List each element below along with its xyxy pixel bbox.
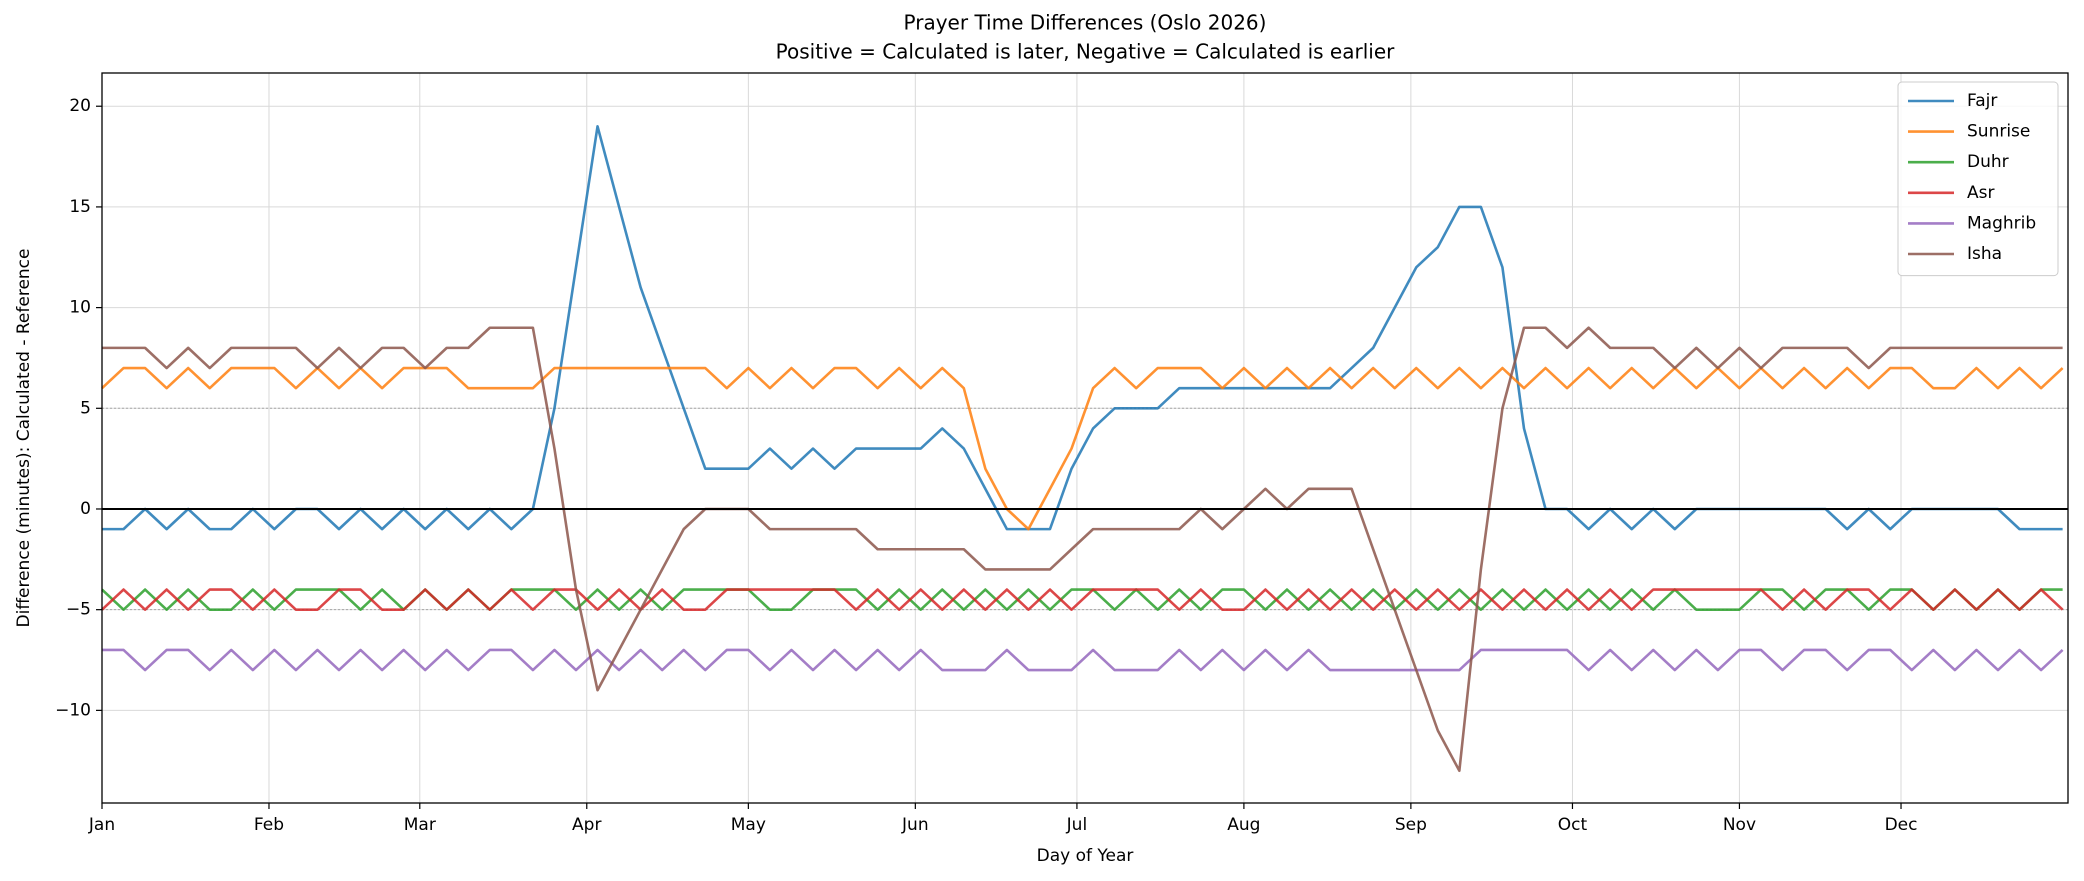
series-line xyxy=(101,588,2064,611)
chart-subtitle: Positive = Calculated is later, Negative… xyxy=(776,40,1395,64)
y-tick-label: 20 xyxy=(69,96,91,116)
series-line xyxy=(102,648,2064,672)
legend-label: Maghrib xyxy=(1967,213,2036,233)
x-axis-label: Day of Year xyxy=(1037,846,1134,866)
x-tick-label: Nov xyxy=(1723,815,1756,835)
x-tick-label: Feb xyxy=(254,815,284,835)
y-tick-label: −5 xyxy=(66,600,91,620)
x-tick-label: Mar xyxy=(404,815,436,835)
legend-label: Asr xyxy=(1967,183,1994,203)
series-line xyxy=(101,366,2064,531)
axes-frame xyxy=(101,72,2069,804)
x-tick-label: May xyxy=(731,815,766,835)
legend-label: Fajr xyxy=(1967,91,1997,111)
y-tick-label: 0 xyxy=(80,499,91,519)
x-tick-label: Dec xyxy=(1885,815,1918,835)
legend-label: Isha xyxy=(1967,244,2002,264)
legend-label: Sunrise xyxy=(1967,122,2030,142)
y-tick-label: 5 xyxy=(80,398,91,418)
y-axis-label: Difference (minutes): Calculated - Refer… xyxy=(14,249,34,628)
x-tick-label: Sep xyxy=(1395,815,1427,835)
x-tick-label: Oct xyxy=(1558,815,1588,835)
legend: Fajr Sunrise Duhr Asr Maghrib Isha xyxy=(1897,81,2059,277)
x-tick-label: Apr xyxy=(572,815,601,835)
x-tick-label: Aug xyxy=(1227,815,1260,835)
axes: −10 −5 0 5 10 15 20 Jan Feb Mar Apr May Jun Jul Aug Sep… xyxy=(55,96,1917,835)
series-line xyxy=(102,326,2063,773)
x-tick-label: Jul xyxy=(1066,815,1088,835)
x-tick-label: Jan xyxy=(88,815,115,835)
legend-label: Duhr xyxy=(1967,152,2009,172)
plot-area xyxy=(101,125,2068,773)
chart-title: Prayer Time Differences (Oslo 2026) xyxy=(904,11,1267,35)
y-tick-label: 10 xyxy=(69,298,91,318)
x-tick-label: Jun xyxy=(901,815,929,835)
y-tick-label: −10 xyxy=(55,700,91,720)
y-tick-label: 15 xyxy=(69,197,91,217)
